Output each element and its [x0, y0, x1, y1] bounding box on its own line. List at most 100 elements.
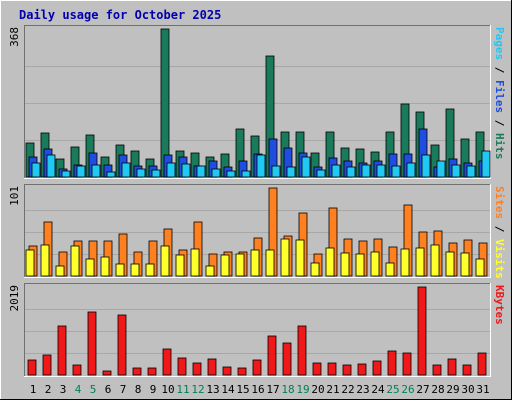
bar-sites-day-23	[355, 253, 365, 277]
panel-kbytes: 2019	[8, 283, 491, 377]
bar-sites-day-20	[310, 262, 320, 277]
day-label-17: 17	[266, 383, 279, 396]
bar-pages-day-21	[331, 164, 341, 178]
bar-kbytes-day-22	[342, 364, 352, 376]
day-label-24: 24	[371, 383, 385, 396]
series-sites	[25, 238, 485, 277]
bar-pages-day-3	[61, 170, 71, 178]
bar-kbytes-day-8	[132, 367, 142, 376]
bar-kbytes-day-14	[222, 366, 232, 376]
legend-part: Pages	[493, 27, 506, 60]
bar-kbytes-day-24	[372, 360, 382, 376]
legend-part: Visits	[493, 239, 506, 279]
bar-sites-day-29	[445, 251, 455, 277]
bar-sites-day-25	[385, 262, 395, 277]
day-label-16: 16	[251, 383, 264, 396]
bar-kbytes-day-19	[297, 325, 307, 376]
bar-kbytes-day-3	[57, 325, 67, 376]
bar-pages-day-14	[226, 170, 236, 178]
bar-pages-day-26	[406, 162, 416, 178]
legend-visits: Sites / Visits	[493, 186, 506, 279]
bar-pages-day-12	[196, 165, 206, 178]
bar-pages-day-4	[76, 165, 86, 178]
bar-pages-day-18	[286, 166, 296, 178]
panel-hits: 368	[8, 25, 491, 179]
day-label-22: 22	[341, 383, 354, 396]
bar-sites-day-18	[280, 238, 290, 277]
bar-kbytes-day-26	[402, 352, 412, 376]
bar-sites-day-16	[250, 249, 260, 277]
x-axis-day-labels: 1 2 3 4 5 6 7 8 9 10 11 12 13 14 15 16 17 18 19 20 21 22 23 24 2…	[30, 383, 490, 396]
bar-sites-day-28	[430, 244, 440, 277]
bar-sites-day-30	[460, 252, 470, 277]
day-label-2: 2	[45, 383, 52, 396]
day-label-7: 7	[120, 383, 127, 396]
panel-max-label: 368	[8, 27, 21, 47]
day-label-29: 29	[446, 383, 459, 396]
bar-sites-day-8	[130, 263, 140, 277]
bar-kbytes-day-6	[102, 370, 112, 376]
bar-kbytes-day-9	[147, 367, 157, 376]
legend-hits: Pages / Files / Hits	[493, 27, 506, 160]
panel-visits: 101	[8, 184, 491, 278]
day-label-4: 4	[75, 383, 82, 396]
legend-kbytes: KBytes	[493, 285, 506, 325]
bar-pages-day-5	[91, 164, 101, 178]
bar-sites-day-24	[370, 251, 380, 277]
bar-kbytes-day-29	[447, 358, 457, 376]
bar-sites-day-1	[25, 249, 35, 277]
day-label-9: 9	[150, 383, 157, 396]
bar-kbytes-day-10	[162, 348, 172, 376]
day-label-15: 15	[236, 383, 249, 396]
legend-part: Hits	[493, 133, 506, 160]
bar-pages-day-23	[361, 164, 371, 178]
legend-part: /	[493, 113, 506, 133]
day-label-14: 14	[221, 383, 235, 396]
bar-kbytes-day-12	[192, 362, 202, 376]
bar-kbytes-day-18	[282, 342, 292, 376]
day-label-21: 21	[326, 383, 339, 396]
bar-sites-day-10	[160, 245, 170, 277]
bar-pages-day-24	[376, 164, 386, 178]
bar-sites-day-19	[295, 239, 305, 277]
day-label-10: 10	[161, 383, 174, 396]
bar-pages-day-31	[481, 150, 491, 178]
bar-pages-day-10	[166, 162, 176, 178]
bar-kbytes-day-15	[237, 367, 247, 376]
bar-sites-day-9	[145, 263, 155, 277]
bar-sites-day-22	[340, 252, 350, 277]
day-label-3: 3	[60, 383, 67, 396]
day-label-19: 19	[296, 383, 309, 396]
bar-kbytes-day-13	[207, 358, 217, 376]
bar-sites-day-12	[190, 248, 200, 277]
bar-sites-day-26	[400, 248, 410, 277]
legend-part: /	[493, 60, 506, 80]
bar-pages-day-19	[301, 156, 311, 178]
day-label-13: 13	[206, 383, 219, 396]
bar-kbytes-day-11	[177, 357, 187, 376]
legend-part: KBytes	[493, 285, 506, 325]
day-label-23: 23	[356, 383, 369, 396]
series-kbytes	[27, 286, 487, 376]
bar-pages-day-8	[136, 168, 146, 178]
panel-max-label: 2019	[8, 285, 21, 312]
day-label-26: 26	[401, 383, 414, 396]
day-label-28: 28	[431, 383, 444, 396]
bar-pages-day-16	[256, 154, 266, 178]
day-label-6: 6	[105, 383, 112, 396]
bar-pages-day-6	[106, 171, 116, 178]
legend-part: Sites	[493, 186, 506, 219]
chart-title: Daily usage for October 2025	[19, 8, 221, 22]
bar-pages-day-17	[271, 165, 281, 178]
bar-kbytes-day-5	[87, 311, 97, 376]
day-label-18: 18	[281, 383, 294, 396]
bar-pages-day-25	[391, 165, 401, 178]
bar-kbytes-day-28	[432, 364, 442, 376]
bar-pages-day-13	[211, 168, 221, 178]
bar-kbytes-day-30	[462, 364, 472, 376]
legend-part: Files	[493, 80, 506, 113]
bar-pages-day-29	[451, 164, 461, 178]
bar-pages-day-1	[31, 162, 41, 178]
bar-sites-day-3	[55, 265, 65, 277]
bar-kbytes-day-4	[72, 364, 82, 376]
